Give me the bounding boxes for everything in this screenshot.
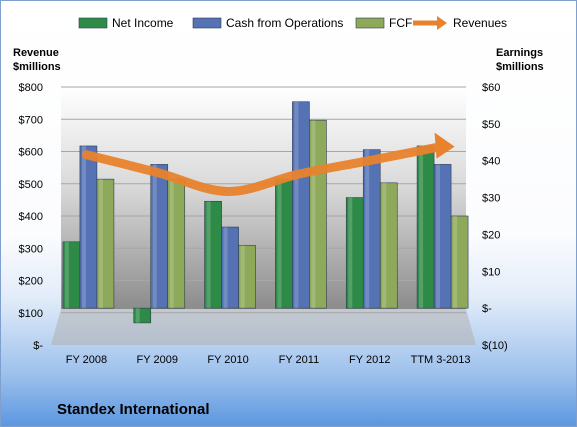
right-axis-tick-label: $- [482,303,492,315]
plot-back-wall [61,87,466,309]
bar-highlight [240,245,245,309]
left-axis-tick-label: $200 [19,276,43,288]
bar-fcf [96,178,115,309]
category-label: FY 2011 [279,354,320,366]
left-axis-title: $millions [13,61,61,73]
right-axis-tick-label: $10 [482,266,500,278]
bar-highlight [64,241,69,309]
right-axis-tick-label: $30 [482,193,500,205]
left-axis-tick-label: $- [33,340,43,352]
category-label: FY 2008 [66,354,107,366]
legend-swatch [78,17,108,29]
category-label: FY 2010 [207,354,248,366]
bar-highlight [294,101,299,309]
bar-highlight [135,308,140,323]
bar-highlight [453,216,458,309]
left-axis-tick-label: $500 [19,179,43,191]
bar-net-income [133,307,152,324]
bar-fcf [379,182,398,309]
bar-fcf [238,245,256,309]
left-axis-tick-label: $300 [19,243,43,255]
category-label: TTM 3-2013 [411,354,471,366]
bar-highlight [348,197,353,309]
left-axis-title: Revenue [13,47,59,59]
bar-highlight [223,227,228,309]
bar-highlight [365,149,370,309]
legend-label: Net Income [112,16,174,30]
right-axis-tick-label: $50 [482,119,500,131]
left-axis-tick-label: $100 [19,308,43,320]
bar-highlight [419,145,424,309]
right-axis-title: Earnings [496,47,543,59]
bar-highlight [206,201,211,309]
left-axis-tick-label: $600 [19,147,43,159]
right-axis-tick-label: $40 [482,156,500,168]
legend-swatch [192,17,222,29]
bar-highlight [277,179,282,309]
right-axis-tick-label: $60 [482,82,500,94]
bar-highlight [81,145,86,309]
chart-company-title: Standex International [57,401,210,418]
left-axis-tick-label: $700 [19,114,43,126]
bar-highlight [152,164,157,309]
legend-label: Revenues [453,16,507,30]
left-axis-tick-label: $800 [19,82,43,94]
category-label: FY 2009 [137,354,178,366]
bar-highlight [98,179,103,309]
revenues-line-arrowhead [434,132,455,159]
right-axis-tick-label: $(10) [482,340,508,352]
legend-swatch-arrowhead [437,16,447,30]
bar-highlight [311,120,316,309]
bar-highlight [436,164,441,309]
plot-floor [51,309,476,345]
right-axis-title: $millions [496,61,544,73]
legend-label: Cash from Operations [226,16,343,30]
category-label: FY 2012 [349,354,390,366]
bar-fcf [450,215,469,309]
legend-swatch [355,17,385,29]
bar-highlight [382,182,387,309]
legend-label: FCF [389,16,412,30]
left-axis-tick-label: $400 [19,211,43,223]
revenues-line [81,142,446,196]
bar-highlight [169,179,174,309]
right-axis-tick-label: $20 [482,229,500,241]
